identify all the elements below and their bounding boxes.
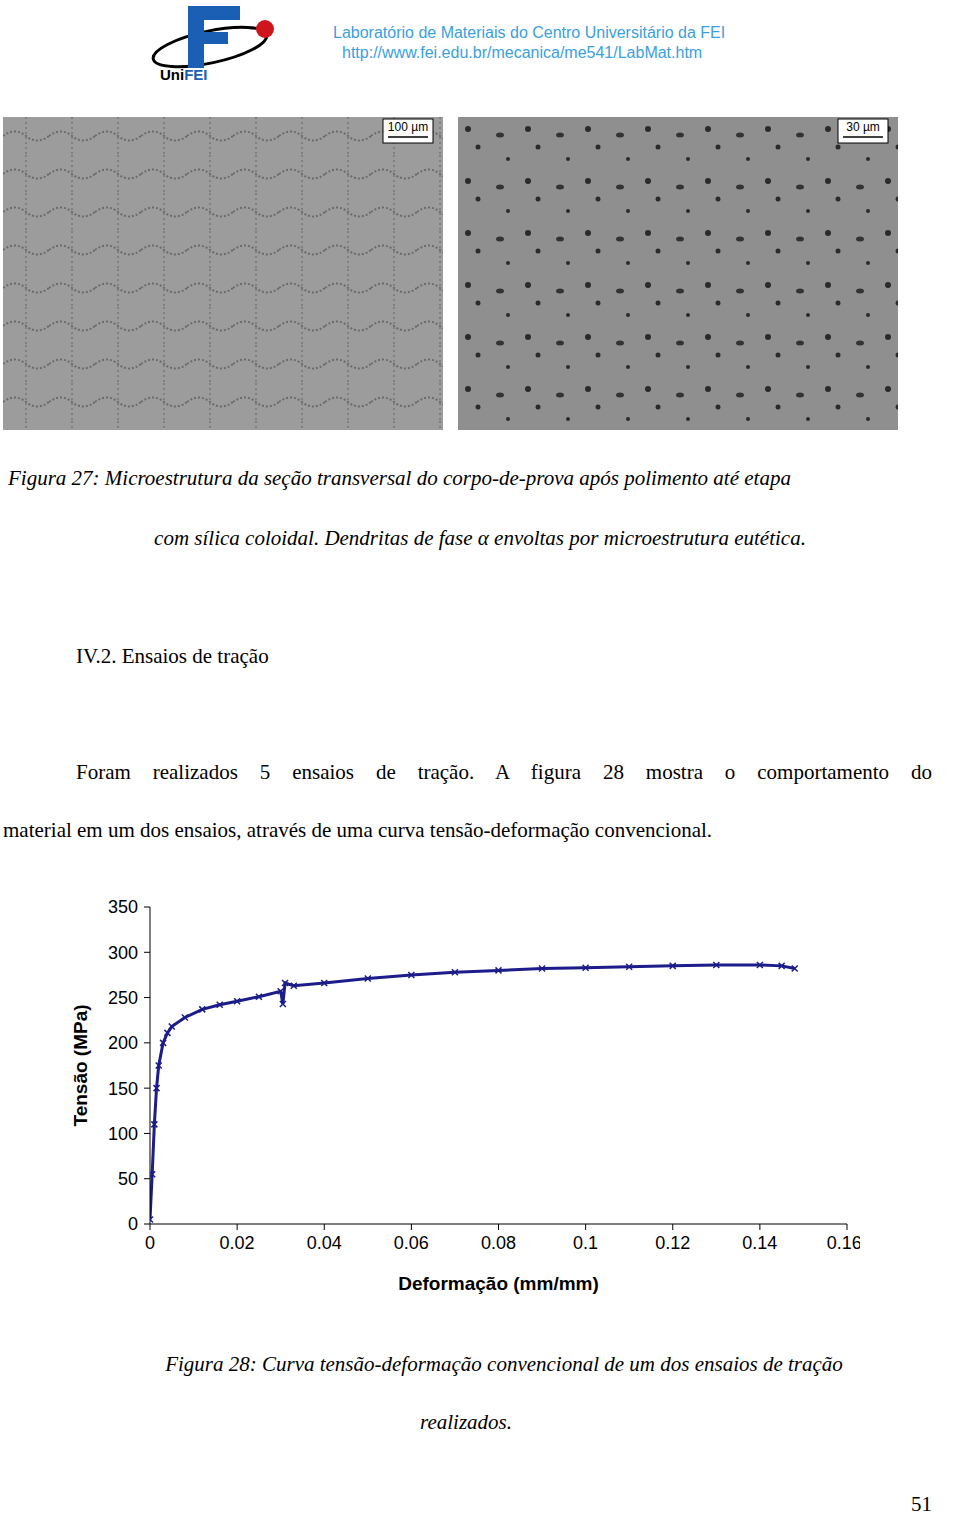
html-text:material em um dos ensaios, at: material em um dos ensaios, através de u… bbox=[3, 818, 713, 842]
svg-text:150: 150 bbox=[108, 1079, 138, 1099]
html-text:Laboratório de Materiais do Ce: Laboratório de Materiais do Centro Unive… bbox=[333, 24, 726, 41]
html-text:Figura 28: Curva tensão-deform: Figura 28: Curva tensão-deformação conve… bbox=[165, 1352, 843, 1376]
svg-text:250: 250 bbox=[108, 988, 138, 1008]
svg-text:100: 100 bbox=[108, 1124, 138, 1144]
html-text:Figura 27: Microestrutura da s: Figura 27: Microestrutura da seção trans… bbox=[8, 466, 791, 490]
html-text:30 µm: 30 µm bbox=[846, 120, 880, 134]
html-text:realizados.: realizados. bbox=[420, 1410, 512, 1434]
html-text:100 µm: 100 µm bbox=[387, 120, 429, 134]
svg-text:0.12: 0.12 bbox=[655, 1233, 690, 1253]
svg-text:Deformação (mm/mm): Deformação (mm/mm) bbox=[398, 1273, 599, 1294]
svg-text:0.08: 0.08 bbox=[481, 1233, 516, 1253]
svg-text:0.16: 0.16 bbox=[827, 1233, 860, 1253]
svg-text:50: 50 bbox=[118, 1169, 138, 1189]
html-text:com sílica coloidal. Dendritas: com sílica coloidal. Dendritas de fase α… bbox=[154, 526, 806, 550]
html-text:Foram realizados 5 ensaios de: Foram realizados 5 ensaios de tração. A … bbox=[76, 760, 932, 784]
svg-text:0: 0 bbox=[145, 1233, 155, 1253]
svg-text:0: 0 bbox=[128, 1214, 138, 1234]
svg-text:0.14: 0.14 bbox=[742, 1233, 777, 1253]
html-text:51: 51 bbox=[911, 1492, 932, 1516]
svg-text:0.04: 0.04 bbox=[307, 1233, 342, 1253]
svg-text:Tensão (MPa): Tensão (MPa) bbox=[70, 1004, 91, 1126]
svg-text:200: 200 bbox=[108, 1033, 138, 1053]
svg-text:0.1: 0.1 bbox=[573, 1233, 598, 1253]
html-text:Uni FEI: Uni FEI bbox=[160, 66, 208, 83]
svg-text:300: 300 bbox=[108, 943, 138, 963]
svg-text:0.06: 0.06 bbox=[394, 1233, 429, 1253]
svg-text:0.02: 0.02 bbox=[220, 1233, 255, 1253]
html-text:IV.2. Ensaios de tração: IV.2. Ensaios de tração bbox=[76, 644, 269, 668]
html-text:http://www.fei.edu.br/mecanica: http://www.fei.edu.br/mecanica/me541/Lab… bbox=[342, 44, 703, 61]
svg-text:350: 350 bbox=[108, 897, 138, 917]
